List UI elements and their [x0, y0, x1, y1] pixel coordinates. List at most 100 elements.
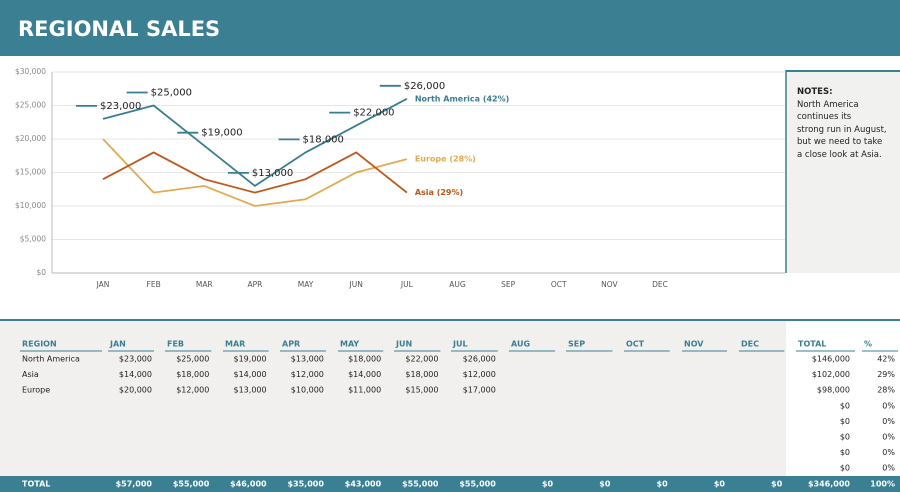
pct-cell: 0% — [882, 464, 895, 473]
y-tick-label: $15,000 — [15, 168, 46, 177]
y-tick-label: $0 — [36, 268, 46, 277]
column-header: REGION — [22, 340, 57, 349]
month-cell: $13,000 — [234, 386, 267, 395]
table-bg — [0, 320, 786, 476]
x-tick-label: MAR — [196, 280, 213, 289]
data-label: $25,000 — [151, 88, 192, 99]
total-bar — [0, 476, 900, 492]
pct-cell: 0% — [882, 433, 895, 442]
month-cell: $26,000 — [463, 355, 496, 364]
column-header: JUN — [395, 340, 412, 349]
total-month-cell: $55,000 — [459, 480, 496, 489]
column-header: OCT — [626, 340, 645, 349]
month-cell: $14,000 — [119, 370, 152, 379]
total-month-cell: $0 — [771, 480, 783, 489]
data-label: $13,000 — [252, 168, 293, 179]
total-month-cell: $55,000 — [402, 480, 439, 489]
month-cell: $10,000 — [291, 386, 324, 395]
total-cell: $146,000 — [812, 355, 850, 364]
month-cell: $13,000 — [291, 355, 324, 364]
notes-line: North America continues its — [797, 99, 859, 123]
column-header: APR — [282, 340, 300, 349]
x-tick-label: SEP — [501, 280, 515, 289]
total-label: TOTAL — [22, 480, 50, 489]
column-header: MAY — [340, 340, 359, 349]
series-line — [102, 98, 408, 188]
column-header: FEB — [167, 340, 184, 349]
data-label: $23,000 — [100, 101, 141, 112]
column-header: JAN — [109, 340, 126, 349]
data-label: $19,000 — [201, 128, 242, 139]
total-cell: $0 — [840, 401, 850, 410]
data-label: $26,000 — [404, 81, 445, 92]
series-line — [102, 138, 408, 207]
total-cell: $102,000 — [812, 370, 850, 379]
region-cell: Europe — [22, 386, 50, 395]
y-tick-label: $25,000 — [15, 101, 46, 110]
total-cell: $98,000 — [817, 386, 850, 395]
month-cell: $17,000 — [463, 386, 496, 395]
x-tick-label: OCT — [551, 280, 567, 289]
month-cell: $18,000 — [405, 370, 438, 379]
column-header: SEP — [568, 340, 585, 349]
pct-cell: 42% — [877, 355, 895, 364]
notes: NOTES: North America continues its strong… — [787, 72, 900, 272]
x-tick-label: NOV — [601, 280, 618, 289]
month-cell: $23,000 — [119, 355, 152, 364]
grand-total: $346,000 — [808, 480, 850, 489]
series-line — [102, 151, 408, 194]
month-cell: $12,000 — [463, 370, 496, 379]
notes-line: strong run in August, — [797, 124, 887, 135]
x-tick-label: JUL — [400, 280, 414, 289]
month-cell: $22,000 — [405, 355, 438, 364]
y-tick-label: $10,000 — [15, 201, 46, 210]
total-month-cell: $0 — [599, 480, 611, 489]
total-cell: $0 — [840, 448, 850, 457]
data-label: $18,000 — [303, 134, 344, 145]
column-header: NOV — [684, 340, 704, 349]
month-cell: $25,000 — [176, 355, 209, 364]
y-tick-label: $20,000 — [15, 134, 46, 143]
total-cell: $0 — [840, 433, 850, 442]
column-header: AUG — [511, 340, 530, 349]
month-cell: $11,000 — [348, 386, 381, 395]
x-tick-label: JAN — [96, 280, 110, 289]
month-cell: $18,000 — [348, 355, 381, 364]
y-tick-label: $30,000 — [15, 67, 46, 76]
pct-cell: 0% — [882, 401, 895, 410]
total-month-cell: $57,000 — [116, 480, 153, 489]
month-cell: $15,000 — [405, 386, 438, 395]
data-label: $22,000 — [353, 108, 394, 119]
pct-cell: 0% — [882, 448, 895, 457]
total-month-cell: $46,000 — [230, 480, 267, 489]
notes-line: but we need to take — [797, 137, 883, 147]
total-month-cell: $0 — [714, 480, 726, 489]
header-bar — [0, 0, 900, 56]
x-tick-label: JUN — [349, 280, 363, 289]
total-cell: $0 — [840, 464, 850, 473]
total-month-cell: $35,000 — [287, 480, 324, 489]
column-header: DEC — [741, 340, 759, 349]
total-month-cell: $43,000 — [345, 480, 382, 489]
notes-title: NOTES: — [797, 87, 833, 97]
month-cell: $19,000 — [234, 355, 267, 364]
month-cell: $12,000 — [176, 386, 209, 395]
total-month-cell: $0 — [657, 480, 669, 489]
x-tick-label: FEB — [147, 280, 161, 289]
month-cell: $20,000 — [119, 386, 152, 395]
x-tick-label: APR — [247, 280, 262, 289]
month-cell: $18,000 — [176, 370, 209, 379]
month-cell: $14,000 — [348, 370, 381, 379]
series-label: North America (42%) — [415, 94, 509, 103]
notes-line: a close look at Asia. — [797, 149, 882, 160]
column-header: TOTAL — [798, 340, 826, 349]
series-label: Europe (28%) — [415, 155, 476, 164]
page-title: REGIONAL SALES — [18, 17, 220, 41]
region-cell: North America — [22, 355, 80, 364]
grand-pct: 100% — [870, 480, 895, 489]
pct-cell: 28% — [877, 386, 895, 395]
column-header: % — [864, 340, 872, 349]
month-cell: $14,000 — [234, 370, 267, 379]
y-tick-label: $5,000 — [20, 235, 46, 244]
